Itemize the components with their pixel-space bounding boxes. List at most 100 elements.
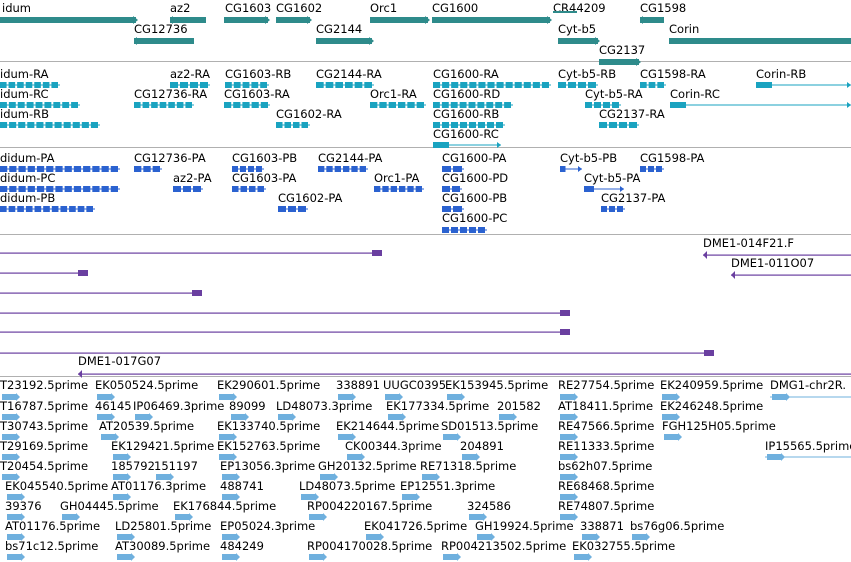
- feature-label[interactable]: CG1598-RA: [640, 67, 706, 81]
- feature-glyph[interactable]: [400, 493, 424, 501]
- feature-label[interactable]: CG1600-RB: [433, 107, 500, 121]
- feature-glyph[interactable]: [731, 271, 851, 279]
- feature-label[interactable]: DMG1-chr2R.: [770, 378, 847, 392]
- feature-label[interactable]: 324586: [467, 499, 511, 513]
- feature-glyph[interactable]: [225, 81, 271, 89]
- feature-label[interactable]: CG2144: [316, 22, 363, 36]
- feature-label[interactable]: az2-PA: [173, 171, 212, 185]
- feature-label[interactable]: CG1598-PA: [640, 151, 705, 165]
- feature-glyph[interactable]: [364, 533, 388, 541]
- feature-glyph[interactable]: [770, 393, 851, 401]
- feature-glyph[interactable]: [467, 513, 489, 521]
- feature-label[interactable]: EP13056.3prime: [220, 459, 316, 473]
- feature-glyph[interactable]: [460, 453, 482, 461]
- feature-label[interactable]: CG1600-PA: [442, 151, 507, 165]
- feature-label[interactable]: az2: [170, 1, 191, 15]
- feature-label[interactable]: EK152763.5prime: [217, 439, 321, 453]
- feature-glyph[interactable]: [599, 121, 641, 129]
- feature-glyph[interactable]: [585, 101, 623, 109]
- feature-label[interactable]: EK240959.5prime: [660, 378, 764, 392]
- feature-label[interactable]: CG2137-PA: [601, 191, 666, 205]
- feature-glyph[interactable]: [316, 81, 376, 89]
- feature-label[interactable]: Cyt-b5-PA: [584, 171, 641, 185]
- feature-glyph[interactable]: [111, 493, 135, 501]
- feature-glyph[interactable]: [580, 533, 602, 541]
- feature-label[interactable]: T23192.5prime: [0, 378, 89, 392]
- feature-glyph[interactable]: [670, 101, 851, 109]
- feature-glyph[interactable]: [336, 433, 358, 441]
- feature-glyph[interactable]: [558, 433, 584, 441]
- feature-label[interactable]: EK246248.5prime: [660, 399, 764, 413]
- feature-glyph[interactable]: [78, 370, 851, 378]
- feature-glyph[interactable]: [170, 16, 208, 24]
- feature-glyph[interactable]: [558, 453, 582, 461]
- clone-line[interactable]: [0, 349, 718, 357]
- feature-label[interactable]: CG12736: [134, 22, 188, 36]
- feature-label[interactable]: EP05024.3prime: [220, 519, 316, 533]
- feature-label[interactable]: EK133740.5prime: [217, 419, 321, 433]
- feature-label[interactable]: RE27754.5prime: [558, 378, 655, 392]
- feature-label[interactable]: 488741: [220, 479, 264, 493]
- feature-glyph[interactable]: [572, 553, 596, 561]
- feature-glyph[interactable]: [0, 393, 26, 401]
- feature-label[interactable]: bs71c12.5prime: [5, 539, 99, 553]
- feature-glyph[interactable]: [318, 165, 370, 173]
- feature-glyph[interactable]: [433, 101, 515, 109]
- feature-label[interactable]: RE74807.5prime: [558, 499, 655, 513]
- feature-glyph[interactable]: [0, 433, 22, 441]
- feature-label[interactable]: CG1600-RC: [433, 127, 499, 141]
- clone-line[interactable]: [0, 269, 92, 277]
- feature-label[interactable]: LD48073.5prime: [299, 479, 396, 493]
- feature-glyph[interactable]: [307, 553, 333, 561]
- feature-label[interactable]: SD01513.5prime: [441, 419, 539, 433]
- feature-glyph[interactable]: [433, 121, 507, 129]
- feature-glyph[interactable]: [420, 473, 444, 481]
- feature-glyph[interactable]: [558, 393, 582, 401]
- feature-label[interactable]: idum-RC: [0, 87, 49, 101]
- clone-line[interactable]: [0, 309, 574, 317]
- feature-glyph[interactable]: [220, 553, 242, 561]
- feature-label[interactable]: 201582: [497, 399, 541, 413]
- feature-glyph[interactable]: [558, 413, 582, 421]
- feature-label[interactable]: T20454.5prime: [0, 459, 89, 473]
- feature-label[interactable]: AT20539.5prime: [99, 419, 195, 433]
- feature-glyph[interactable]: [173, 513, 197, 521]
- feature-label[interactable]: Orc1-PA: [374, 171, 420, 185]
- feature-glyph[interactable]: [558, 493, 584, 501]
- feature-label[interactable]: idum-RA: [0, 67, 49, 81]
- feature-glyph[interactable]: [442, 226, 489, 234]
- feature-glyph[interactable]: [217, 433, 241, 441]
- feature-glyph[interactable]: [640, 16, 666, 24]
- feature-label[interactable]: GH04445.5prime: [60, 499, 159, 513]
- feature-glyph[interactable]: [383, 393, 405, 401]
- feature-label[interactable]: LD48073.3prime: [276, 399, 373, 413]
- feature-label[interactable]: CG1602-RA: [276, 107, 342, 121]
- feature-glyph[interactable]: [232, 165, 266, 173]
- feature-glyph[interactable]: [370, 16, 430, 24]
- feature-label[interactable]: Cyt-b5-PB: [560, 151, 618, 165]
- feature-glyph[interactable]: [370, 101, 428, 109]
- feature-label[interactable]: Orc1: [370, 1, 398, 15]
- feature-glyph[interactable]: [95, 393, 119, 401]
- feature-glyph[interactable]: [558, 513, 582, 521]
- feature-label[interactable]: Corin-RB: [756, 67, 807, 81]
- feature-glyph[interactable]: [278, 205, 310, 213]
- feature-label[interactable]: EK041726.5prime: [364, 519, 468, 533]
- feature-glyph[interactable]: [640, 165, 666, 173]
- feature-label[interactable]: IP15565.5prime: [765, 439, 851, 453]
- feature-glyph[interactable]: [703, 251, 851, 259]
- feature-label[interactable]: IP06469.3prime: [133, 399, 225, 413]
- feature-label[interactable]: EK045540.5prime: [5, 479, 109, 493]
- feature-glyph[interactable]: [299, 493, 323, 501]
- feature-glyph[interactable]: [276, 16, 312, 24]
- feature-label[interactable]: idum: [2, 1, 31, 15]
- feature-label[interactable]: RP004213502.5prime: [441, 539, 567, 553]
- feature-glyph[interactable]: [115, 533, 137, 541]
- feature-label[interactable]: CK00344.3prime: [345, 439, 442, 453]
- feature-glyph[interactable]: [475, 533, 497, 541]
- feature-label[interactable]: T29169.5prime: [0, 439, 89, 453]
- feature-label[interactable]: CG1600-PC: [442, 211, 508, 225]
- feature-label[interactable]: CG1602: [276, 1, 323, 15]
- feature-glyph[interactable]: [5, 533, 29, 541]
- feature-glyph[interactable]: [115, 553, 139, 561]
